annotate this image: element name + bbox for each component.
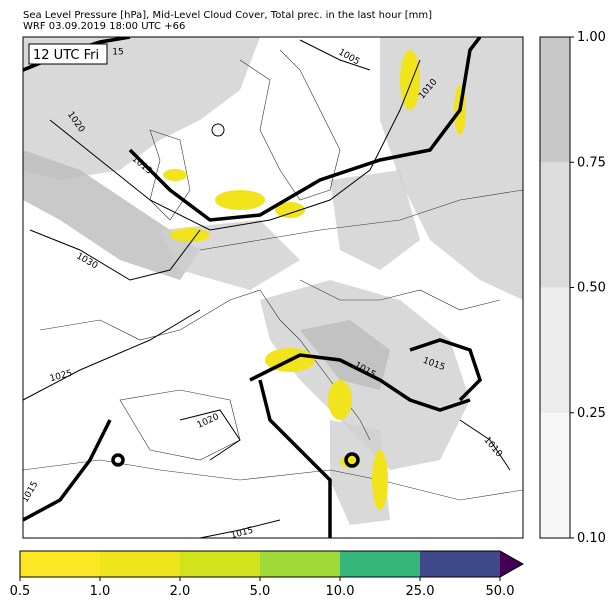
title: Sea Level Pressure [hPa], Mid-Level Clou…	[23, 10, 432, 21]
colorbar-tick-label: 1.0	[90, 584, 111, 599]
colorbar-frame	[19, 550, 525, 578]
colorbar-tick-label: 0.25	[577, 406, 606, 421]
colorbar-tick-label: 2.0	[170, 584, 191, 599]
colorbar-tick-label: 1.00	[577, 30, 606, 45]
colorbar-segment	[540, 412, 570, 538]
colorbar-extension	[500, 551, 523, 577]
time-label-box	[28, 43, 108, 65]
colorbar-segment	[540, 162, 570, 288]
cloud-cover	[23, 37, 523, 525]
colorbar-segment	[340, 551, 420, 577]
isobar-label: 15	[112, 48, 123, 58]
colorbar-segment	[20, 551, 100, 577]
map-frame	[22, 36, 524, 539]
colorbar-tick-label: 5.0	[250, 584, 271, 599]
time-label: 12 UTC Fri	[33, 48, 99, 63]
colorbar-tick-label: 0.5	[10, 584, 31, 599]
colorbar-tick-label: 25.0	[406, 584, 435, 599]
subtitle: WRF 03.09.2019 18:00 UTC +66	[23, 21, 185, 32]
colorbar-tick-label: 0.10	[577, 531, 606, 546]
cloud-colorbar: 0.10 0.25 0.50 0.75 1.00	[539, 30, 606, 546]
colorbar-tick-label: 0.50	[577, 281, 606, 296]
colorbar-segment	[540, 37, 570, 163]
colorbar-segment	[100, 551, 180, 577]
isobars	[23, 37, 511, 538]
colorbar-segment	[180, 551, 260, 577]
colorbar-segment	[420, 551, 500, 577]
colorbar-tick-label: 50.0	[486, 584, 515, 599]
colorbar-segment	[540, 287, 570, 413]
colorbar-tick-label: 10.0	[326, 584, 355, 599]
precip-colorbar: 0.5 1.0 2.0 5.0 10.0 25.0 50.0	[10, 550, 525, 599]
map: 15 1005 1010 1020 1015 1030 1025 1015 10…	[23, 37, 523, 538]
colorbar-segment	[260, 551, 340, 577]
coastlines	[23, 49, 523, 501]
colorbar-tick-label: 0.75	[577, 155, 606, 170]
